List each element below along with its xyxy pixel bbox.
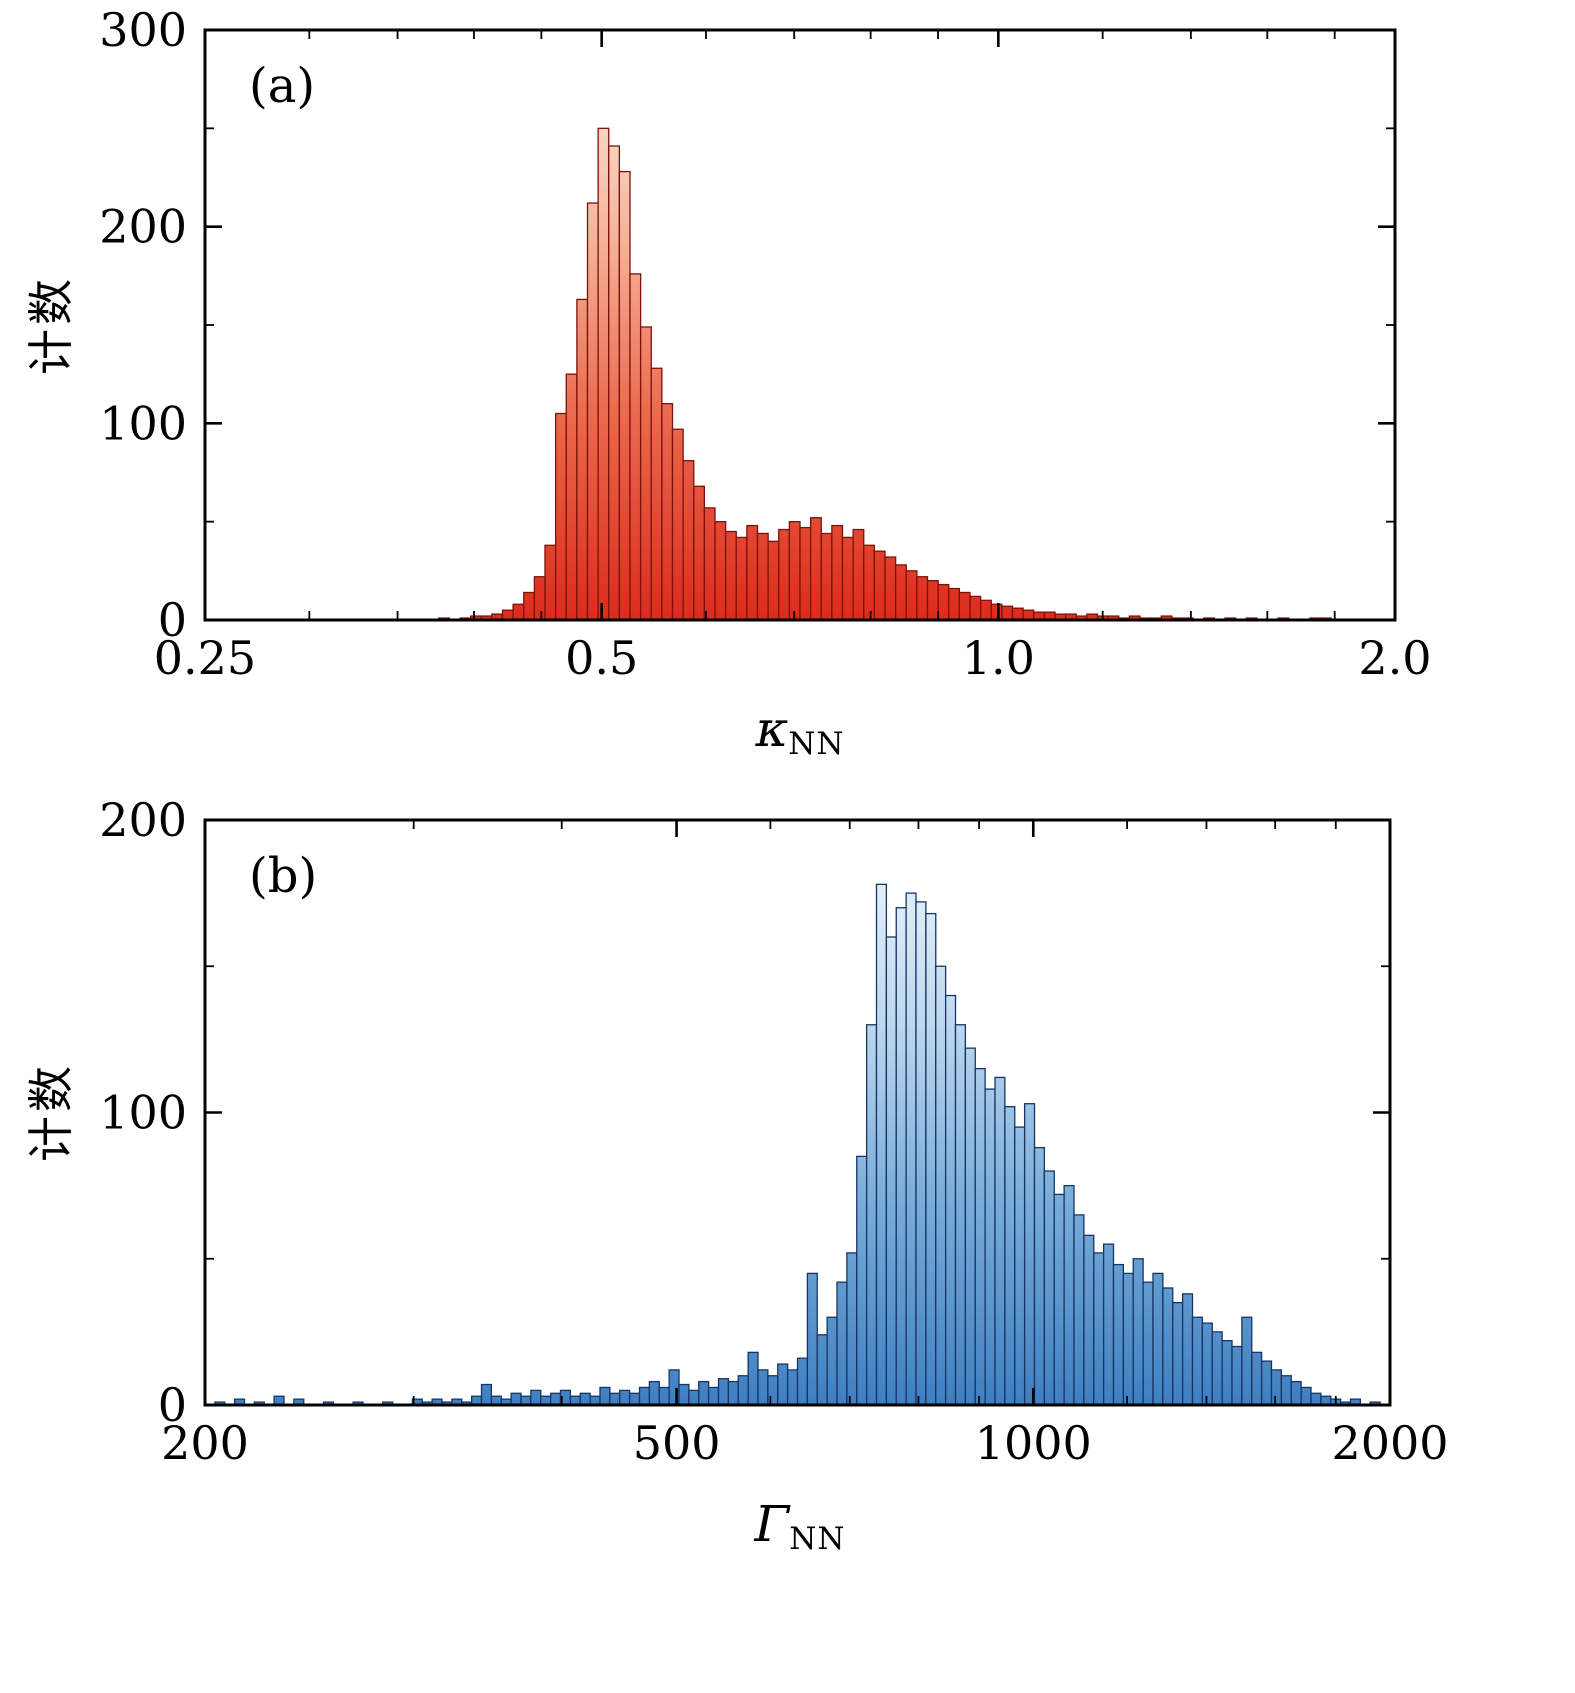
svg-text:2.0: 2.0 bbox=[1358, 631, 1431, 685]
histogram-panel-a: 0.25 0.5 1.0 2.0 0 100 200 300 (a) bbox=[99, 3, 1431, 685]
svg-text:0.5: 0.5 bbox=[565, 631, 638, 685]
svg-text:500: 500 bbox=[633, 1416, 721, 1470]
svg-text:0.25: 0.25 bbox=[154, 631, 256, 685]
svg-text:300: 300 bbox=[99, 3, 187, 57]
panel-b-bars bbox=[214, 883, 1381, 1406]
y-axis-label-panel-b: 计数 bbox=[24, 1062, 78, 1162]
x-axis-label-panel-a: κNN bbox=[755, 700, 844, 762]
panel-a-tick-labels: 0.25 0.5 1.0 2.0 0 100 200 300 (a) bbox=[99, 3, 1431, 685]
svg-text:0: 0 bbox=[158, 593, 187, 647]
svg-text:1.0: 1.0 bbox=[962, 631, 1035, 685]
svg-text:100: 100 bbox=[99, 1086, 187, 1140]
panel-b-tick-labels: 200 500 1000 2000 0 100 200 (b) bbox=[99, 793, 1448, 1470]
svg-text:0: 0 bbox=[158, 1378, 187, 1432]
panel-b-axes bbox=[203, 818, 1392, 1407]
kappa-subscript: NN bbox=[788, 726, 845, 762]
panel-a-axes bbox=[203, 28, 1397, 622]
svg-text:200: 200 bbox=[161, 1416, 249, 1470]
svg-text:2000: 2000 bbox=[1331, 1416, 1448, 1470]
histogram-panel-b: 200 500 1000 2000 0 100 200 (b) bbox=[99, 793, 1448, 1470]
panel-a-bars bbox=[438, 127, 1332, 621]
y-axis-label-panel-a: 计数 bbox=[24, 275, 78, 375]
panel-b-panel-letter: (b) bbox=[249, 848, 317, 904]
svg-text:200: 200 bbox=[99, 793, 187, 847]
panel-a-panel-letter: (a) bbox=[249, 58, 315, 114]
x-axis-label-panel-b: ΓNN bbox=[755, 1495, 846, 1557]
gamma-subscript: NN bbox=[789, 1521, 846, 1557]
gamma-symbol: Γ bbox=[754, 1495, 790, 1553]
kappa-symbol: κ bbox=[755, 700, 789, 758]
svg-text:100: 100 bbox=[99, 396, 187, 450]
svg-text:200: 200 bbox=[99, 200, 187, 254]
svg-text:1000: 1000 bbox=[975, 1416, 1092, 1470]
